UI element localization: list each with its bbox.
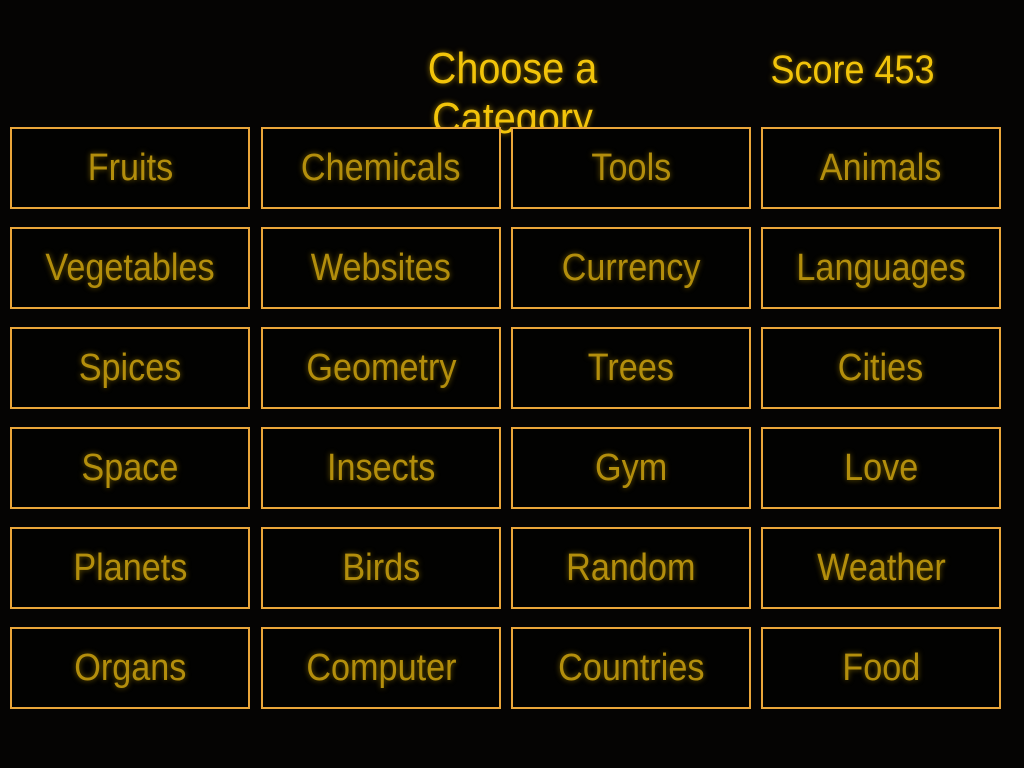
category-button-fruits[interactable]: Fruits: [10, 127, 250, 209]
category-label: Computer: [305, 646, 457, 689]
category-label: Love: [843, 446, 919, 489]
category-label: Currency: [561, 246, 701, 289]
category-button-planets[interactable]: Planets: [10, 527, 250, 609]
category-label: Weather: [816, 546, 946, 589]
category-button-geometry[interactable]: Geometry: [261, 327, 501, 409]
category-label: Gym: [594, 446, 668, 489]
score-display: Score 453: [770, 48, 935, 92]
category-label: Vegetables: [45, 246, 215, 289]
category-button-animals[interactable]: Animals: [761, 127, 1001, 209]
category-label: Organs: [73, 646, 187, 689]
category-button-trees[interactable]: Trees: [511, 327, 751, 409]
category-button-food[interactable]: Food: [761, 627, 1001, 709]
category-label: Insects: [326, 446, 436, 489]
category-button-chemicals[interactable]: Chemicals: [261, 127, 501, 209]
category-button-computer[interactable]: Computer: [261, 627, 501, 709]
category-label: Tools: [591, 146, 671, 189]
category-label: Fruits: [87, 146, 173, 189]
category-button-birds[interactable]: Birds: [261, 527, 501, 609]
category-label: Random: [566, 546, 696, 589]
category-button-tools[interactable]: Tools: [511, 127, 751, 209]
category-button-space[interactable]: Space: [10, 427, 250, 509]
category-button-currency[interactable]: Currency: [511, 227, 751, 309]
category-button-weather[interactable]: Weather: [761, 527, 1001, 609]
category-button-gym[interactable]: Gym: [511, 427, 751, 509]
category-label: Birds: [342, 546, 420, 589]
category-button-insects[interactable]: Insects: [261, 427, 501, 509]
category-button-countries[interactable]: Countries: [511, 627, 751, 709]
category-label: Space: [81, 446, 179, 489]
category-label: Food: [842, 646, 920, 689]
category-label: Cities: [838, 346, 924, 389]
category-button-vegetables[interactable]: Vegetables: [10, 227, 250, 309]
category-button-love[interactable]: Love: [761, 427, 1001, 509]
category-button-spices[interactable]: Spices: [10, 327, 250, 409]
page-title: Choose a Category: [427, 44, 598, 143]
category-label: Planets: [72, 546, 188, 589]
category-label: Animals: [820, 146, 942, 189]
category-label: Languages: [796, 246, 966, 289]
category-label: Chemicals: [301, 146, 461, 189]
category-label: Spices: [78, 346, 182, 389]
category-button-languages[interactable]: Languages: [761, 227, 1001, 309]
category-label: Countries: [557, 646, 705, 689]
category-label: Geometry: [305, 346, 457, 389]
category-label: Trees: [587, 346, 675, 389]
category-button-random[interactable]: Random: [511, 527, 751, 609]
category-label: Websites: [310, 246, 452, 289]
category-button-cities[interactable]: Cities: [761, 327, 1001, 409]
category-button-websites[interactable]: Websites: [261, 227, 501, 309]
category-button-organs[interactable]: Organs: [10, 627, 250, 709]
